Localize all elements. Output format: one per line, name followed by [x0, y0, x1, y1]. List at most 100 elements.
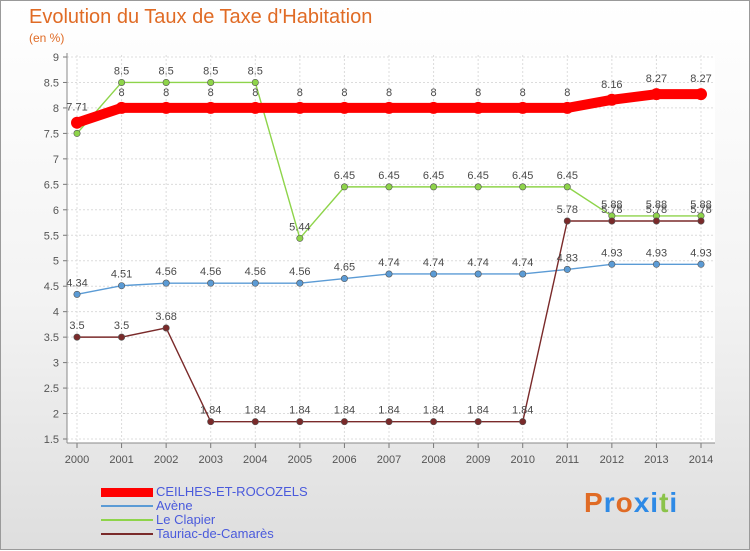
x-tick-label: 2010 [510, 454, 534, 466]
data-point [427, 101, 440, 114]
x-tick-label: 2013 [644, 454, 668, 466]
y-tick-label: 7.5 [44, 128, 59, 140]
data-point [474, 418, 482, 426]
data-label: 8 [475, 87, 481, 99]
data-label: 3.5 [114, 320, 129, 332]
axes-layer: 1.5 2 2.5 3 3.5 4 4.5 5 5.5 6 6.5 7 7.5 8 8.5 9 2000 2001… [44, 52, 715, 466]
data-label: 1.84 [245, 405, 266, 417]
data-point [162, 324, 170, 332]
data-label: 4.74 [423, 257, 444, 269]
y-tick-label: 3.5 [44, 332, 59, 344]
data-label: 1.84 [334, 405, 355, 417]
data-label: 5.88 [601, 199, 622, 211]
data-point [296, 234, 304, 242]
y-tick-label: 4 [53, 307, 59, 319]
data-point [650, 88, 663, 101]
data-label: 6.45 [557, 170, 578, 182]
data-point [118, 282, 126, 290]
data-label: 5.78 [557, 204, 578, 216]
data-label: 4.34 [66, 277, 87, 289]
data-label: 4.83 [557, 252, 578, 264]
data-point [293, 101, 306, 114]
data-point [207, 279, 215, 287]
data-point [207, 78, 215, 86]
data-label: 4.74 [467, 257, 488, 269]
data-label: 1.84 [467, 405, 488, 417]
data-point [73, 290, 81, 298]
y-tick-label: 4.5 [44, 281, 59, 293]
data-point [385, 418, 393, 426]
data-point [383, 101, 395, 114]
data-point [385, 183, 393, 191]
data-label: 6.45 [467, 170, 488, 182]
data-point [652, 217, 660, 225]
data-point [338, 101, 351, 114]
data-label: 4.74 [378, 257, 399, 269]
data-label: 4.56 [289, 266, 310, 278]
data-point [563, 265, 571, 273]
data-label: 4.56 [245, 266, 266, 278]
x-tick-label: 2005 [288, 454, 312, 466]
x-tick-label: 2007 [377, 454, 401, 466]
data-label: 4.93 [601, 247, 622, 259]
data-point [430, 418, 438, 426]
data-point [251, 78, 259, 86]
data-point [251, 279, 259, 287]
data-label: 4.51 [111, 269, 132, 281]
chart-subtitle: (en %) [29, 31, 65, 45]
data-point [385, 270, 393, 278]
y-tick-label: 1.5 [44, 434, 59, 446]
data-point [519, 183, 527, 191]
legend-swatch [101, 487, 153, 497]
legend-label: Tauriac-de-Camarès [156, 526, 274, 541]
y-tick-label: 6 [53, 205, 59, 217]
logo-letter: o [615, 487, 634, 518]
data-label: 3.5 [69, 320, 84, 332]
data-label: 8 [163, 87, 169, 99]
x-tick-label: 2012 [600, 454, 624, 466]
data-point [519, 418, 527, 426]
y-tick-label: 7 [53, 154, 59, 166]
data-point [251, 418, 259, 426]
data-label: 4.74 [512, 257, 533, 269]
data-label: 3.68 [155, 311, 176, 323]
y-tick-label: 5 [53, 256, 59, 268]
legend-swatch [101, 533, 153, 535]
x-tick-label: 2002 [154, 454, 178, 466]
legend-item: Le Clapier [101, 513, 401, 527]
data-label: 4.56 [200, 266, 221, 278]
x-tick-label: 2001 [109, 454, 133, 466]
data-label: 1.84 [200, 405, 221, 417]
logo-letter: P [584, 487, 604, 518]
data-point [519, 270, 527, 278]
data-label: 8 [252, 87, 258, 99]
data-point [71, 116, 83, 129]
data-point [516, 101, 529, 114]
data-point [474, 270, 482, 278]
data-point [472, 101, 485, 114]
data-label: 8 [208, 87, 214, 99]
y-tick-label: 2 [53, 409, 59, 421]
data-point [340, 418, 348, 426]
legend-item: CEILHES-ET-ROCOZELS [101, 485, 401, 499]
legend: CEILHES-ET-ROCOZELS Avène Le Clapier Tauria… [101, 485, 401, 541]
x-tick-label: 2008 [421, 454, 445, 466]
data-point [204, 101, 217, 114]
legend-label: Avène [156, 498, 193, 513]
data-label: 1.84 [378, 405, 399, 417]
y-tick-label: 5.5 [44, 230, 59, 242]
y-tick-label: 3 [53, 358, 59, 370]
data-point [608, 260, 616, 268]
proxiti-logo: Proxiti [584, 487, 678, 519]
y-tick-label: 8.5 [44, 77, 59, 89]
data-label: 8 [431, 87, 437, 99]
legend-swatch [101, 505, 153, 507]
data-label: 8.5 [203, 65, 218, 77]
data-label: 1.84 [289, 405, 310, 417]
data-point [563, 183, 571, 191]
data-label: 8.16 [601, 79, 622, 91]
data-point [608, 217, 616, 225]
x-tick-label: 2014 [689, 454, 713, 466]
data-label: 5.44 [289, 221, 310, 233]
